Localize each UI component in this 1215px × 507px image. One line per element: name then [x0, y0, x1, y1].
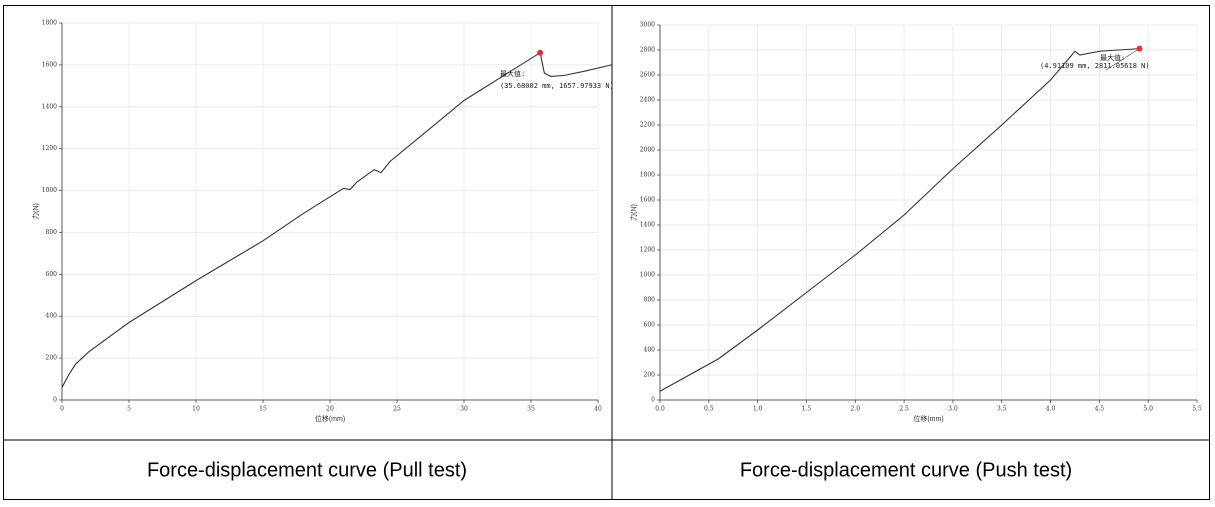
x-axis-label: 位移(mm)	[315, 414, 345, 423]
y-tick-label: 1000	[640, 272, 655, 279]
x-tick-label: 15	[259, 406, 267, 413]
curve	[659, 48, 1140, 392]
y-tick-label: 200	[46, 355, 58, 362]
x-axis-label: 位移(mm)	[913, 414, 943, 423]
y-tick-label: 600	[46, 271, 58, 278]
annotation-title: 最大值:	[1100, 53, 1125, 62]
x-tick-label: 20	[326, 406, 334, 413]
y-tick-label: 1000	[42, 187, 57, 194]
x-tick-label: 5	[127, 406, 131, 413]
y-tick-label: 1800	[640, 172, 655, 179]
y-tick-label: 200	[644, 372, 656, 379]
caption: Force-displacement curve (Pull test)	[147, 459, 467, 481]
y-tick-label: 1600	[640, 197, 655, 204]
x-tick-label: 30	[460, 406, 468, 413]
y-tick-label: 1200	[640, 247, 655, 254]
x-tick-label: 3.5	[997, 406, 1007, 413]
annotation-label: (35.68002 mm, 1657.97933 N)	[500, 82, 614, 90]
y-tick-label: 400	[46, 313, 58, 320]
max-point	[1136, 45, 1143, 52]
y-tick-label: 600	[644, 322, 656, 329]
y-tick-label: 0	[651, 397, 655, 404]
x-tick-label: 3.0	[948, 406, 958, 413]
y-tick-label: 800	[644, 297, 656, 304]
y-tick-label: 2800	[640, 47, 655, 54]
y-tick-label: 3000	[640, 22, 655, 29]
x-tick-label: 1.5	[802, 406, 812, 413]
x-tick-label: 5.5	[1192, 406, 1202, 413]
annotation-leader	[1105, 48, 1140, 71]
y-tick-label: 0	[53, 397, 57, 404]
y-tick-label: 1600	[42, 61, 57, 68]
y-tick-label: 2600	[640, 72, 655, 79]
table-border	[3, 5, 1210, 500]
y-tick-label: 1200	[42, 145, 57, 152]
y-tick-label: 2400	[640, 97, 655, 104]
y-axis-label: 力(N)	[629, 204, 638, 221]
x-tick-label: 25	[393, 406, 401, 413]
x-tick-label: 40	[594, 406, 602, 413]
max-point	[537, 49, 544, 56]
x-tick-label: 2.0	[850, 406, 860, 413]
annotation-leader	[496, 52, 541, 81]
y-tick-label: 400	[644, 347, 656, 354]
x-tick-label: 0	[60, 406, 64, 413]
x-tick-label: 2.5	[899, 406, 909, 413]
annotation-title: 最大值:	[500, 69, 525, 78]
x-tick-label: 35	[527, 406, 535, 413]
y-tick-label: 2200	[640, 122, 655, 129]
curve	[61, 51, 612, 388]
y-tick-label: 1400	[640, 222, 655, 229]
y-tick-label: 800	[46, 229, 58, 236]
y-tick-label: 1400	[42, 103, 57, 110]
x-tick-label: 4.5	[1095, 406, 1105, 413]
caption: Force-displacement curve (Push test)	[740, 459, 1072, 481]
x-tick-label: 5.0	[1143, 406, 1153, 413]
annotation-label: (4.91109 mm, 2811.05618 N)	[1040, 62, 1150, 70]
y-tick-label: 1800	[42, 20, 57, 27]
x-tick-label: 0.5	[704, 406, 714, 413]
y-axis-label: 力(N)	[31, 203, 40, 220]
x-tick-label: 0.0	[655, 406, 665, 413]
y-tick-label: 2000	[640, 147, 655, 154]
x-tick-label: 1.0	[753, 406, 763, 413]
x-tick-label: 4.0	[1046, 406, 1056, 413]
x-tick-label: 10	[192, 406, 200, 413]
